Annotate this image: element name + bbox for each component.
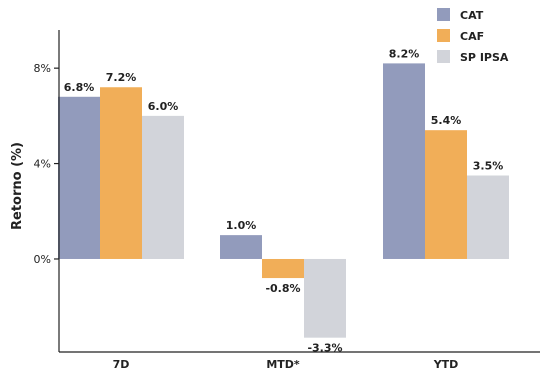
y-tick-label: 0%	[34, 253, 51, 266]
data-label: 1.0%	[226, 219, 257, 232]
legend-swatch	[437, 29, 450, 42]
legend: CAT CAF SP IPSA	[437, 8, 509, 64]
y-axis-title: Retorno (%)	[10, 142, 25, 230]
bar-cat-ytd	[383, 63, 425, 259]
data-label: 3.5%	[473, 159, 504, 172]
bars-layer	[58, 63, 509, 338]
y-ticks: 0% 4% 8%	[34, 62, 59, 266]
bar-sp-ipsa-mtd	[304, 258, 346, 338]
bar-caf-ytd	[425, 130, 467, 259]
data-label: 5.4%	[431, 114, 462, 127]
y-tick-label: 4%	[34, 158, 51, 171]
category-label: 7D	[113, 358, 130, 371]
legend-label: CAT	[460, 9, 484, 22]
data-label: 6.0%	[148, 100, 179, 113]
category-labels: 7D MTD* YTD	[113, 358, 459, 371]
bar-caf-mtd	[262, 258, 304, 279]
bar-cat-7d	[58, 96, 100, 259]
data-label: 6.8%	[64, 81, 95, 94]
data-label: 7.2%	[106, 71, 137, 84]
data-label: -0.8%	[265, 282, 300, 295]
legend-swatch	[437, 50, 450, 63]
category-label: YTD	[433, 358, 459, 371]
bar-sp-ipsa-7d	[142, 115, 184, 259]
legend-label: SP IPSA	[460, 51, 509, 64]
category-label: MTD*	[266, 358, 300, 371]
legend-swatch	[437, 8, 450, 21]
bar-sp-ipsa-ytd	[467, 175, 509, 259]
data-labels: 6.8% 7.2% 6.0% 1.0% -0.8% -3.3% 8.2% 5.4% 3.5%	[64, 47, 504, 354]
data-label: 8.2%	[389, 47, 420, 60]
bar-caf-7d	[100, 87, 142, 259]
data-label: -3.3%	[307, 342, 342, 355]
y-tick-label: 8%	[34, 62, 51, 75]
bar-cat-mtd	[220, 235, 262, 259]
legend-label: CAF	[460, 30, 484, 43]
axes-layer	[58, 30, 540, 353]
